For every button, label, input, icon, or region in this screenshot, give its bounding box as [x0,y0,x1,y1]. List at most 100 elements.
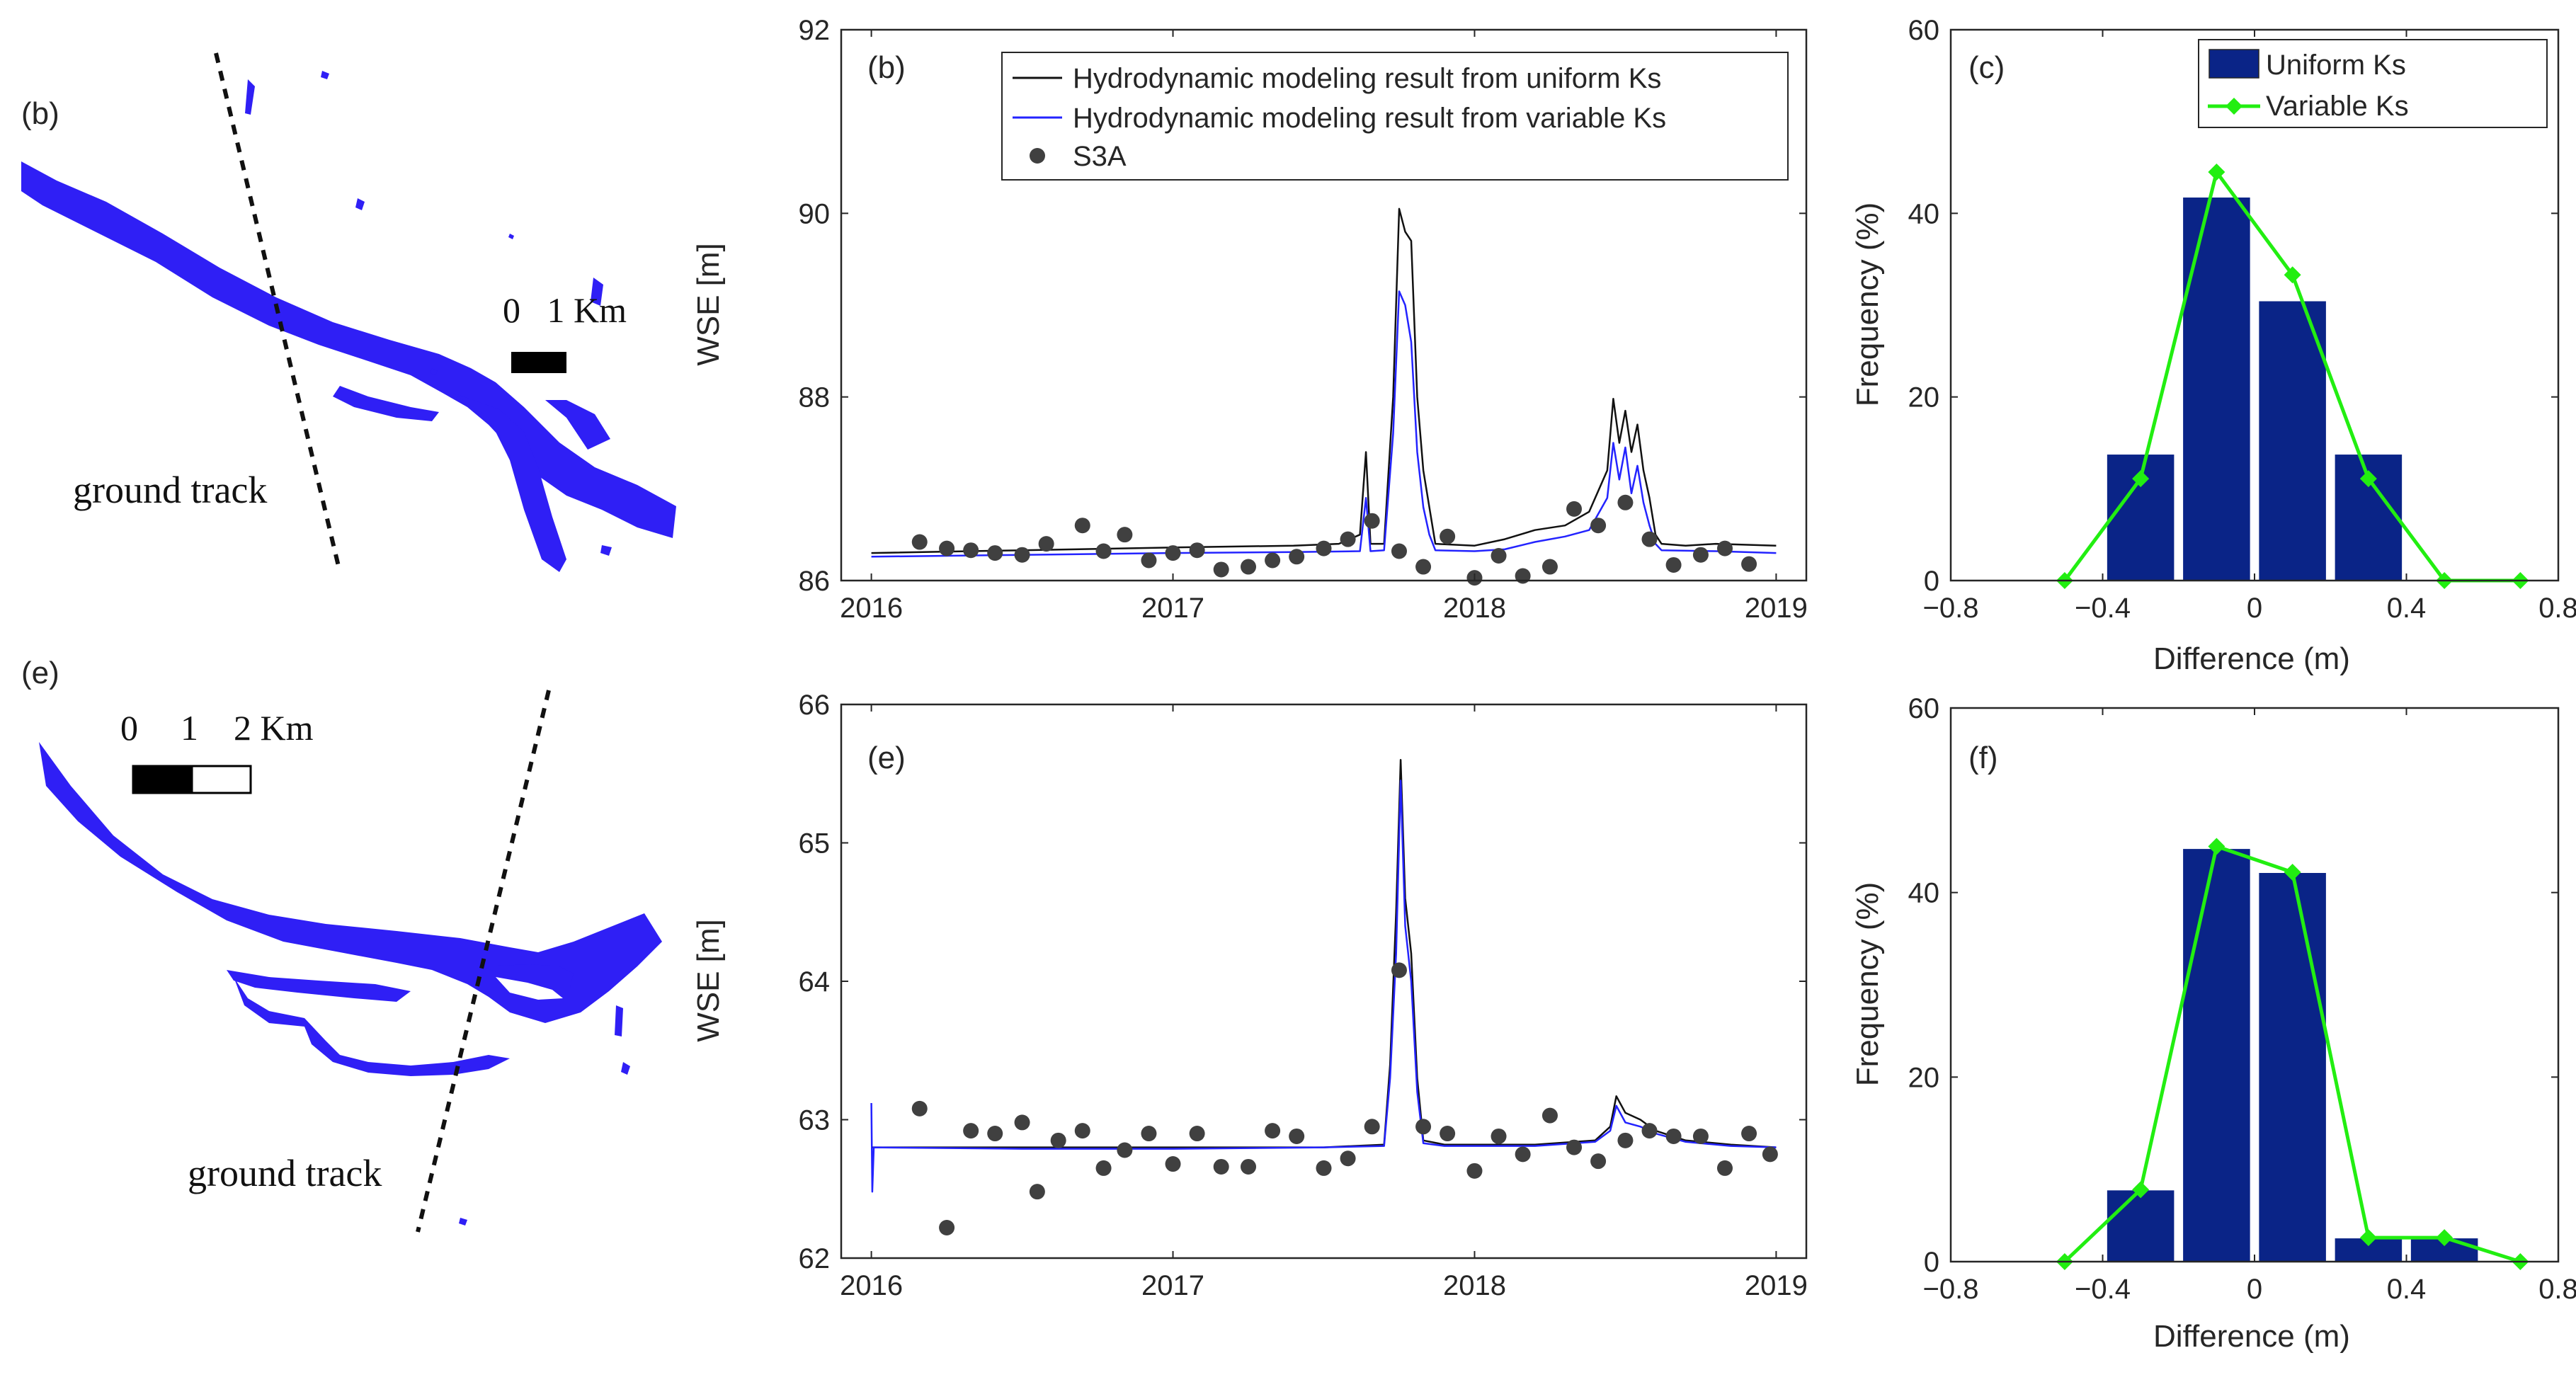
s3a-point [1541,1107,1558,1124]
series-line-variable-ks [870,779,1777,1193]
ground-track-label-d: ground track [188,1152,382,1194]
ground-track-label-a: ground track [73,469,267,511]
histogram-point-variable-ks [2132,1181,2150,1199]
histogram-point-variable-ks [2208,163,2225,181]
s3a-point [1265,552,1281,569]
ytick-label: 65 [799,828,831,860]
yticks-b: 86 88 90 92 [799,15,1806,597]
s3a-point [1391,962,1407,978]
ytick-label: 92 [799,15,831,46]
s3a-point [1665,1128,1682,1144]
legend-label-variable: Hydrodynamic modeling result from variab… [1073,103,1666,134]
series-line-variable-ks [871,290,1777,558]
s3a-point [1692,547,1709,563]
ground-track-line-a [214,52,342,573]
ytick-label: 0 [1924,1247,1939,1278]
s3a-point [1165,545,1181,561]
s3a-point [1014,547,1030,563]
series-line-uniform-ks [871,207,1777,554]
xtick-label: 0.8 [2538,1274,2576,1305]
s3a-point [1641,531,1658,547]
map-panel-a: (b) 0 1 Km ground track [21,52,676,573]
s3a-point [1692,1128,1709,1144]
ylabel-b: WSE [m] [691,243,726,366]
s3a-point [963,542,979,559]
legend-c: Uniform Ks Variable Ks [2198,39,2548,128]
s3a-point [1391,543,1407,559]
legend-box-b [1001,52,1789,181]
legend-label-s3a: S3A [1073,141,1127,172]
ytick-label: 20 [1908,382,1940,413]
xtick-label: −0.8 [1923,593,1979,624]
panel-label-e: (e) [867,741,906,775]
s3a-point [1189,542,1205,559]
ytick-label: 66 [799,690,831,721]
legend-label-variable-c: Variable Ks [2266,91,2409,122]
s3a-point [1141,552,1157,569]
scale-label-d-2: 2 Km [234,708,314,748]
yticks-c: 0 20 40 60 [1908,15,2558,597]
s3a-point [1491,1128,1507,1144]
xtick-label: 0.4 [2387,593,2427,624]
s3a-point [1029,1184,1045,1200]
axes-box-b [840,28,1808,582]
s3a-point [1038,536,1054,552]
histogram-bar-uniform-ks [2257,871,2327,1262]
panel-label-f: (f) [1968,741,1998,775]
scale-label-d-1: 1 [181,708,198,748]
s3a-point [1165,1156,1181,1172]
histogram-bar-uniform-ks [2182,195,2252,581]
xtick-label: −0.8 [1923,1274,1979,1305]
histogram-point-variable-ks [2284,863,2301,881]
xticks-c: −0.8 −0.4 0 0.4 0.8 [1923,30,2576,624]
scale-label-d-0: 0 [120,708,138,748]
xlabel-f: Difference (m) [2153,1319,2350,1354]
s3a-point [1665,556,1682,573]
s3a-point [1241,1158,1257,1175]
s3a-point [939,540,955,556]
s3a-point [1289,549,1305,565]
s3a-point [911,534,928,550]
river-islands-d [103,878,563,1000]
panel-label-c: (c) [1968,50,2005,85]
s3a-point [911,1100,928,1117]
xtick-label: 2019 [1745,1270,1808,1301]
xtick-label: 2018 [1443,593,1506,624]
s3a-point [1141,1126,1157,1142]
panel-label-a: (b) [21,96,59,131]
legend-swatch-variable-marker [2225,98,2242,115]
s3a-point [1716,1160,1733,1176]
s3a-point [1741,1126,1757,1142]
ytick-label: 20 [1908,1062,1940,1093]
ytick-label: 40 [1908,878,1940,909]
scale-bar-d-black [132,765,193,794]
histogram-panel-c: (c) Frequency (%) Difference (m) −0.8 −0.… [1850,15,2576,676]
ytick-label: 90 [799,198,831,229]
ylabel-f: Frequency (%) [1850,882,1885,1087]
time-series-panel-b: (b) WSE [m] 2016 2017 2018 2019 86 88 90 92 Hy… [691,15,1808,624]
histogram-bar-uniform-ks [2105,1189,2176,1262]
s3a-point [963,1123,979,1139]
axes-box-f [1949,707,2560,1263]
panel-label-b: (b) [867,50,906,85]
s3a-point [1515,1146,1531,1163]
s3a-point [1641,1123,1658,1139]
s3a-point [1440,528,1456,544]
ytick-label: 0 [1924,566,1939,597]
xticks-e: 2016 2017 2018 2019 [840,704,1808,1301]
ytick-label: 63 [799,1105,831,1136]
ytick-label: 40 [1908,198,1940,229]
time-series-panel-e: (e) WSE [m] 2016 2017 2018 2019 62 63 64 65 66 [691,690,1808,1301]
xlabel-c: Difference (m) [2153,641,2350,676]
ytick-label: 64 [799,966,831,998]
s3a-point [1316,540,1332,556]
s3a-point [1364,513,1380,529]
xticks-b: 2016 2017 2018 2019 [840,30,1808,624]
histogram-bar-uniform-ks [2257,299,2327,581]
s3a-point [1466,1163,1483,1179]
s3a-point [1590,518,1607,534]
s3a-point [987,545,1003,561]
histogram-bar-uniform-ks [2182,847,2252,1262]
panel-label-d: (e) [21,656,59,690]
map-panel-d: (e) 0 1 2 Km ground track [21,656,662,1233]
